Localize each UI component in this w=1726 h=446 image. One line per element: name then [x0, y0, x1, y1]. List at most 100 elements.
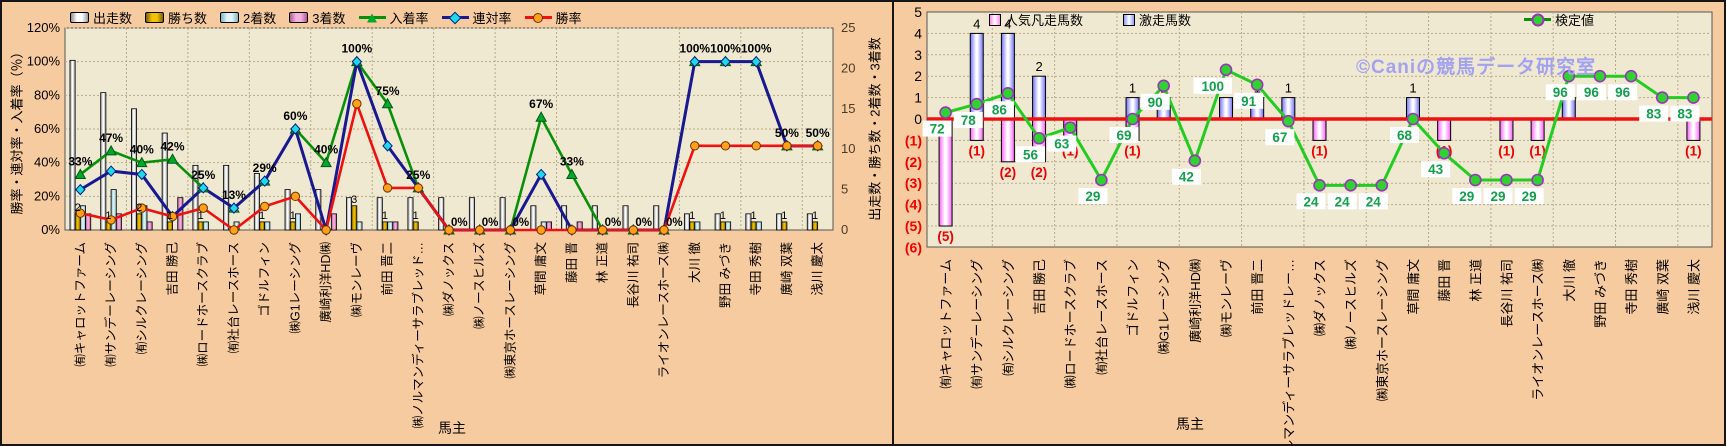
- test-value-label-box: [1296, 193, 1326, 210]
- legend-item-starts: 出走数: [70, 8, 132, 27]
- bar-2着数-20: [694, 221, 701, 231]
- x-label-owner: ㈱ロードホースクラブ: [1063, 259, 1078, 388]
- y-right-tick: 20: [841, 60, 855, 75]
- marker-circle: [690, 141, 700, 151]
- x-label-owner: 大川 徹: [1562, 259, 1577, 302]
- marker-circle: [536, 225, 546, 235]
- marker-circle: [720, 141, 731, 151]
- bar-勝ち数-23: [781, 221, 788, 231]
- marker-circle: [382, 183, 393, 193]
- marker-test-value: [1188, 154, 1202, 168]
- bar-underperform-18: [1499, 118, 1514, 141]
- bar-2着数-10: [387, 221, 394, 231]
- bar-出走数-5: [223, 164, 230, 231]
- marker-circle: [167, 211, 178, 222]
- marker-test-value: [1250, 78, 1264, 92]
- test-value-label: 68: [1397, 128, 1413, 143]
- marker-test-value: [1406, 112, 1420, 126]
- marker-diamond: [259, 175, 270, 187]
- x-label-owner: ㈱東京ホースレーシング: [503, 242, 517, 379]
- bar-出走数-14: [499, 197, 506, 231]
- x-label-owner: ㈲サンデーレーシング: [970, 259, 985, 389]
- marker-test-value: [1468, 173, 1482, 187]
- y-left-tick: 100%: [27, 54, 61, 69]
- pct-label: 60%: [283, 109, 307, 123]
- pct-label: 47%: [99, 131, 123, 145]
- bar-2着数-22: [755, 221, 762, 231]
- upset-count-label: 1: [1129, 81, 1136, 96]
- x-label-owner: ㈱ノルマンディーサラブレッド…: [410, 242, 425, 428]
- win-count-label: 1: [198, 210, 204, 222]
- y-left-tick: 120%: [27, 20, 61, 35]
- legend-item-quinella-rate: 連対率: [441, 8, 512, 27]
- x-label-owner: 廣崎 双葉: [780, 242, 794, 296]
- test-value-label: 91: [1241, 94, 1257, 109]
- marker-diamond: [720, 55, 731, 68]
- marker-diamond: [689, 55, 701, 68]
- test-value-label-box: [1047, 135, 1077, 152]
- win-count-label: 2: [136, 202, 142, 214]
- marker-circle: [413, 183, 423, 193]
- test-value-label: 43: [1428, 162, 1444, 177]
- pct-label: 100%: [341, 42, 372, 56]
- test-value-label-box: [953, 112, 983, 129]
- x-label-owner: ㈱東京ホースレーシング: [1375, 259, 1390, 401]
- bar-underperform-2: [1000, 118, 1015, 163]
- test-value-label: 86: [992, 102, 1008, 117]
- win-count-label: 1: [413, 210, 419, 222]
- x-label-owner: 林 正道: [1468, 259, 1483, 302]
- left-x-axis-title: 馬主: [438, 420, 466, 436]
- y-left-tick: 60%: [34, 121, 60, 136]
- test-value-label: 63: [1054, 137, 1070, 152]
- bar-勝ち数-22: [750, 221, 757, 231]
- pct-label: 25%: [191, 168, 215, 182]
- win-count-label: 1: [167, 210, 173, 222]
- test-value-label: 83: [1677, 107, 1693, 122]
- marker-test-value: [1655, 91, 1669, 104]
- marker-circle: [597, 225, 608, 235]
- y-right-tick: 0: [841, 222, 848, 237]
- pink-bar-icon: [289, 12, 309, 23]
- test-value-label: 90: [1148, 95, 1163, 110]
- underperform-count-label: (1): [968, 143, 985, 158]
- marker-diamond: [228, 202, 240, 214]
- bar-出走数-6: [253, 173, 260, 231]
- test-value-label-box: [984, 101, 1014, 118]
- x-label-owner: ㈱ノルマンディーサラブレッドレー…: [1281, 259, 1296, 444]
- bar-出走数-10: [376, 197, 383, 231]
- win-count-label: 1: [720, 210, 726, 222]
- x-label-owner: 野田 みづき: [1593, 259, 1608, 328]
- pct-label: 0%: [512, 217, 529, 229]
- test-value-label-box: [1576, 84, 1606, 101]
- marker-circle: [475, 225, 485, 235]
- pct-label: 42%: [161, 139, 185, 153]
- upset-count-label: 4: [973, 16, 980, 31]
- marker-test-value: [1001, 87, 1015, 100]
- marker-triangle: [535, 111, 548, 122]
- bar-勝ち数-6: [259, 221, 266, 231]
- upset-count-label: 2: [1035, 59, 1042, 74]
- test-value-label: 29: [1490, 189, 1505, 204]
- test-value-label-box: [1358, 193, 1388, 210]
- x-label-owner: ㈱G1レーシング: [1157, 259, 1172, 354]
- marker-circle: [659, 225, 669, 235]
- y-tick: (6): [905, 239, 922, 255]
- x-label-owner: 草間 庸文: [1406, 259, 1421, 315]
- green-line-triangle-icon: [358, 11, 386, 24]
- bar-出走数-18: [622, 205, 629, 231]
- white-bar-icon: [70, 12, 89, 23]
- marker-triangle: [566, 168, 578, 179]
- pct-label: 33%: [68, 154, 92, 168]
- pct-label: 75%: [376, 84, 400, 98]
- test-value-label: 29: [1459, 189, 1474, 204]
- legend-label: 入着率: [389, 11, 429, 26]
- bar-underperform-12: [1312, 118, 1327, 141]
- pct-label: 40%: [314, 143, 338, 157]
- win-count-label: 1: [751, 210, 757, 222]
- underperform-count-label: (1): [1124, 143, 1141, 158]
- navy-line-diamond-icon: [441, 11, 469, 24]
- test-value-label-box: [1421, 161, 1451, 178]
- marker-test-value: [1531, 173, 1544, 187]
- win-count-label: 1: [290, 210, 296, 222]
